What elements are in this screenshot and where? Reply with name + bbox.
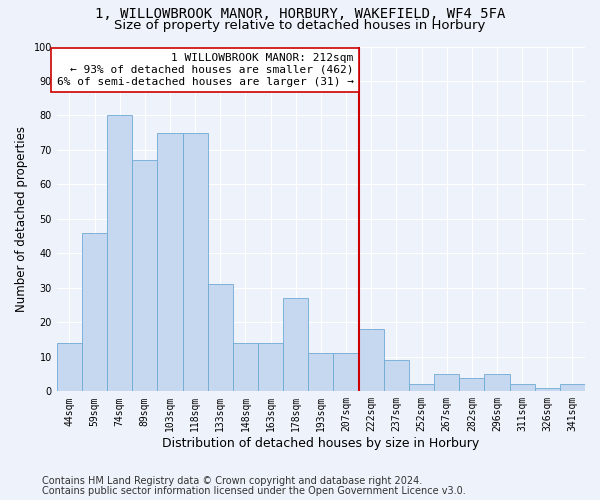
Text: 1, WILLOWBROOK MANOR, HORBURY, WAKEFIELD, WF4 5FA: 1, WILLOWBROOK MANOR, HORBURY, WAKEFIELD… [95, 8, 505, 22]
Text: Contains HM Land Registry data © Crown copyright and database right 2024.: Contains HM Land Registry data © Crown c… [42, 476, 422, 486]
Bar [359, 330, 384, 392]
Y-axis label: Number of detached properties: Number of detached properties [15, 126, 28, 312]
Text: 1 WILLOWBROOK MANOR: 212sqm
← 93% of detached houses are smaller (462)
6% of sem: 1 WILLOWBROOK MANOR: 212sqm ← 93% of det… [56, 54, 353, 86]
Bar [334, 354, 359, 392]
Bar [57, 343, 82, 392]
Bar [157, 132, 182, 392]
Bar [283, 298, 308, 392]
Bar [107, 116, 132, 392]
Bar [384, 360, 409, 392]
Bar [208, 284, 233, 392]
Bar [132, 160, 157, 392]
Bar [459, 378, 484, 392]
Bar [434, 374, 459, 392]
Text: Size of property relative to detached houses in Horbury: Size of property relative to detached ho… [115, 19, 485, 32]
Bar [535, 388, 560, 392]
Bar [308, 354, 334, 392]
Bar [484, 374, 509, 392]
Bar [560, 384, 585, 392]
Bar [182, 132, 208, 392]
Bar [509, 384, 535, 392]
X-axis label: Distribution of detached houses by size in Horbury: Distribution of detached houses by size … [162, 437, 479, 450]
Bar [82, 232, 107, 392]
Bar [258, 343, 283, 392]
Bar [409, 384, 434, 392]
Bar [233, 343, 258, 392]
Text: Contains public sector information licensed under the Open Government Licence v3: Contains public sector information licen… [42, 486, 466, 496]
